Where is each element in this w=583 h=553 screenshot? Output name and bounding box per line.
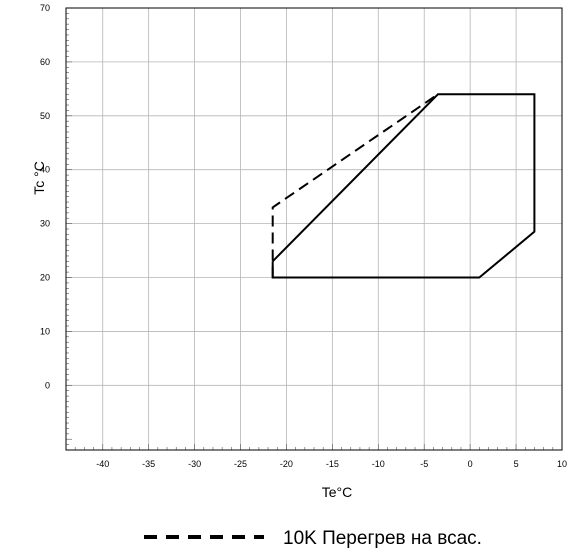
y-axis-label: Tc °C	[31, 161, 47, 195]
series-solid-line	[271, 93, 536, 279]
x-tick-label: -15	[326, 459, 339, 469]
y-tick-label: 30	[40, 219, 50, 229]
x-tick-label: 0	[468, 459, 473, 469]
y-tick-label: 0	[45, 380, 50, 390]
series-dashed-line	[271, 93, 439, 278]
y-tick-label: 10	[40, 326, 50, 336]
series-group	[271, 93, 536, 279]
grid	[66, 8, 562, 450]
x-tick-label: -35	[142, 459, 155, 469]
legend: 10K Перегрев на всас.	[144, 528, 482, 549]
x-tick-label: -5	[420, 459, 428, 469]
x-tick-label: 10	[557, 459, 567, 469]
x-tick-labels: -40 -35 -30 -25 -20 -15 -10 -5 0 5 10	[96, 459, 567, 469]
x-tick-label: -10	[372, 459, 385, 469]
y-tick-label: 70	[40, 3, 50, 13]
minor-ticks	[65, 7, 563, 451]
y-tick-label: 20	[40, 273, 50, 283]
x-axis-label: Te°C	[322, 484, 353, 500]
y-tick-label: 60	[40, 57, 50, 67]
plot-area	[65, 7, 563, 451]
x-tick-label: -20	[280, 459, 293, 469]
x-tick-label: 5	[514, 459, 519, 469]
y-tick-label: 50	[40, 111, 50, 121]
y-tick-label: 40	[40, 165, 50, 175]
legend-label: 10K Перегрев на всас.	[283, 528, 482, 549]
x-tick-label: -25	[234, 459, 247, 469]
x-tick-label: -40	[96, 459, 109, 469]
y-tick-labels: 0 10 20 30 40 50 60 70	[40, 3, 50, 390]
x-tick-label: -30	[188, 459, 201, 469]
